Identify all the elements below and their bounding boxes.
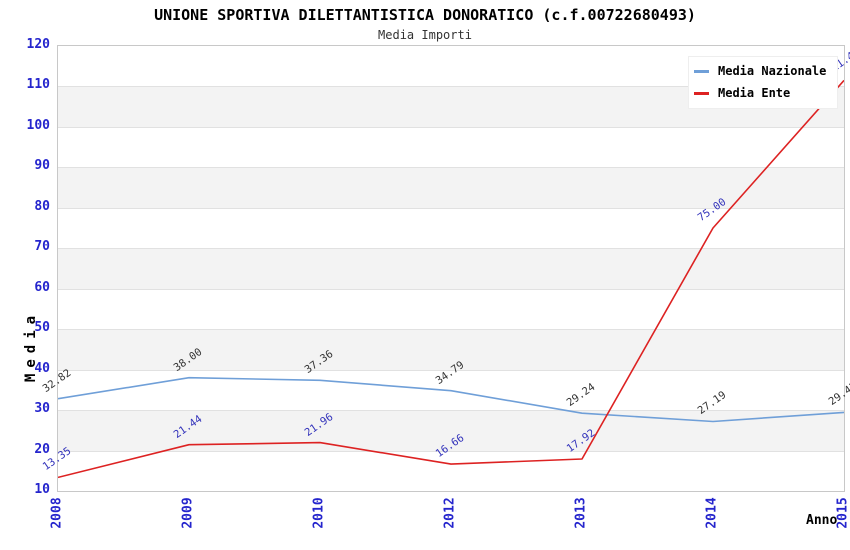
- x-tick-label: 2012: [442, 497, 458, 529]
- series-line-media-nazionale: [58, 376, 844, 423]
- y-tick-label: 80: [34, 198, 50, 214]
- x-tick-label: 2015: [835, 497, 850, 529]
- x-tick-label: 2014: [704, 497, 720, 529]
- series-line-media-ente: [58, 79, 844, 479]
- x-axis-title: Anno: [806, 513, 838, 528]
- y-tick-label: 120: [26, 37, 50, 52]
- y-tick-label: 40: [34, 360, 50, 376]
- chart-subtitle: Media Importi: [378, 28, 472, 42]
- legend-label: Media Nazionale: [718, 64, 827, 78]
- x-tick-label: 2010: [311, 497, 327, 529]
- y-tick-label: 20: [34, 441, 50, 457]
- y-tick-label: 70: [34, 239, 50, 255]
- legend: Media Nazionale Media Ente: [688, 56, 839, 109]
- gridline: [58, 410, 844, 412]
- x-tick-label: 2013: [573, 497, 589, 529]
- legend-entry: Media Nazionale: [694, 64, 826, 78]
- gridline: [58, 369, 844, 371]
- legend-line-swatch: [694, 91, 709, 95]
- gridline: [58, 329, 844, 331]
- y-tick-label: 110: [26, 77, 50, 93]
- plot-area: [57, 45, 845, 492]
- x-tick-label: 2009: [180, 497, 196, 529]
- grid-band: [58, 248, 844, 289]
- gridline: [58, 86, 844, 88]
- legend-line-swatch: [694, 69, 709, 73]
- gridline: [58, 126, 844, 128]
- gridline: [58, 167, 844, 169]
- gridline: [58, 207, 844, 209]
- y-tick-label: 90: [34, 158, 50, 174]
- gridline: [58, 288, 844, 290]
- gridline: [58, 450, 844, 452]
- gridline: [58, 248, 844, 250]
- y-axis-title: Media: [23, 309, 39, 383]
- legend-label: Media Ente: [718, 86, 791, 100]
- series-lines: [58, 79, 844, 479]
- y-tick-label: 10: [34, 482, 50, 497]
- y-tick-label: 60: [34, 279, 50, 295]
- y-tick-label: 50: [34, 320, 50, 336]
- legend-entry: Media Ente: [694, 86, 826, 100]
- y-tick-label: 30: [34, 401, 50, 417]
- chart-title: UNIONE SPORTIVA DILETTANTISTICA DONORATI…: [154, 6, 696, 24]
- x-tick-label: 2008: [49, 497, 65, 529]
- grid-band: [58, 410, 844, 451]
- grid-band: [58, 329, 844, 370]
- grid-band: [58, 167, 844, 208]
- y-tick-label: 100: [26, 117, 50, 133]
